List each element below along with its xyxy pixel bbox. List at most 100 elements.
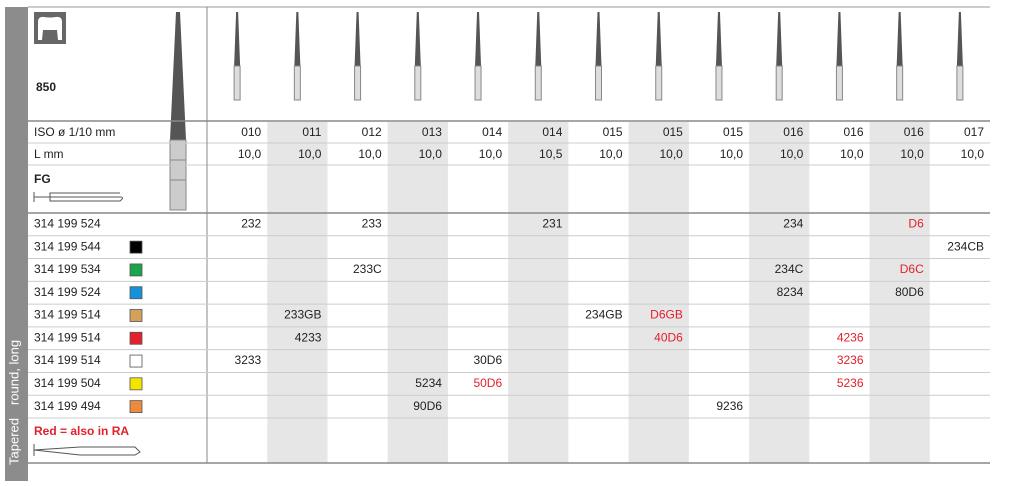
length-value: 10,0 bbox=[840, 147, 864, 161]
length-value: 10,5 bbox=[539, 147, 563, 161]
shaded-column bbox=[869, 122, 930, 463]
cell-value: 234 bbox=[783, 217, 803, 231]
column-bur-shank bbox=[775, 65, 783, 101]
cell-value: D6C bbox=[900, 262, 924, 276]
cell-value: 4233 bbox=[295, 330, 322, 344]
cell-value: 232 bbox=[241, 217, 261, 231]
column-bur-shank bbox=[293, 65, 301, 101]
product-number: 850 bbox=[36, 80, 56, 94]
column-bur-shank bbox=[233, 65, 241, 101]
order-code: 314 199 524 bbox=[34, 217, 101, 231]
column-bur-shank bbox=[534, 65, 542, 101]
column-bur-shank bbox=[896, 65, 904, 101]
length-value: 10,0 bbox=[961, 147, 985, 161]
color-swatch bbox=[129, 240, 143, 254]
iso-value: 015 bbox=[723, 125, 743, 139]
column-bur bbox=[354, 12, 361, 66]
color-swatch bbox=[129, 400, 143, 414]
order-code: 314 199 534 bbox=[34, 262, 101, 276]
order-code: 314 199 514 bbox=[34, 308, 101, 322]
bur-image bbox=[169, 12, 187, 211]
side-label: Tapered round, long bbox=[6, 340, 21, 465]
column-bur bbox=[595, 12, 602, 66]
cell-value: 40D6 bbox=[654, 330, 683, 344]
side-label-1: Tapered bbox=[6, 418, 21, 465]
fg-label: FG bbox=[34, 172, 51, 186]
column-bur bbox=[776, 12, 783, 66]
shaded-column bbox=[387, 122, 448, 463]
iso-value: 016 bbox=[783, 125, 803, 139]
table-lines bbox=[28, 6, 990, 464]
iso-value: 012 bbox=[362, 125, 382, 139]
iso-value: 017 bbox=[964, 125, 984, 139]
ra-note: Red = also in RA bbox=[34, 424, 129, 438]
cell-value: 5234 bbox=[415, 376, 442, 390]
cell-value: 231 bbox=[542, 217, 562, 231]
iso-value: 016 bbox=[844, 125, 864, 139]
column-bur bbox=[234, 12, 241, 66]
length-value: 10,0 bbox=[780, 147, 804, 161]
shaded-column bbox=[267, 122, 328, 463]
cell-value: 233C bbox=[353, 262, 382, 276]
iso-value: 014 bbox=[482, 125, 502, 139]
cell-value: 8234 bbox=[777, 285, 804, 299]
iso-value: 016 bbox=[904, 125, 924, 139]
iso-value: 015 bbox=[603, 125, 623, 139]
color-swatch bbox=[129, 309, 143, 322]
order-code: 314 199 514 bbox=[34, 353, 101, 367]
length-value: 10,0 bbox=[238, 147, 262, 161]
cell-value: 234GB bbox=[585, 308, 622, 322]
column-bur-shank bbox=[474, 65, 482, 101]
column-bur-shank bbox=[354, 65, 362, 101]
column-bur-shank bbox=[835, 65, 843, 101]
iso-label: ISO ø 1/10 mm bbox=[34, 125, 115, 139]
table-cells: 010 10,0 011 10,0 012 10,0 013 10,0 014 10,0 014 10… bbox=[34, 125, 985, 414]
color-swatch bbox=[129, 354, 143, 368]
iso-value: 013 bbox=[422, 125, 442, 139]
cell-value: 4236 bbox=[837, 330, 864, 344]
order-code: 314 199 544 bbox=[34, 239, 101, 253]
order-code: 314 199 514 bbox=[34, 330, 101, 344]
column-bur-shank bbox=[655, 65, 663, 101]
color-swatch bbox=[129, 331, 143, 345]
column-shading bbox=[267, 122, 930, 463]
ra-shank-icon bbox=[33, 444, 141, 456]
column-bur bbox=[414, 12, 421, 66]
cell-value: 80D6 bbox=[895, 285, 924, 299]
column-bur bbox=[956, 12, 963, 66]
length-value: 10,0 bbox=[298, 147, 322, 161]
iso-value: 011 bbox=[302, 125, 321, 139]
cell-value: 50D6 bbox=[473, 376, 502, 390]
column-bur bbox=[655, 12, 662, 66]
cell-value: 5236 bbox=[837, 376, 864, 390]
cell-value: D6 bbox=[908, 217, 924, 231]
length-value: 10,0 bbox=[358, 147, 382, 161]
order-code: 314 199 524 bbox=[34, 285, 101, 299]
cell-value: 9236 bbox=[716, 399, 743, 413]
order-code: 314 199 494 bbox=[34, 399, 101, 413]
cell-value: 233 bbox=[362, 217, 382, 231]
column-bur bbox=[715, 12, 722, 66]
fg-shank-icon bbox=[33, 192, 123, 202]
cell-value: 234C bbox=[775, 262, 804, 276]
column-bur bbox=[836, 12, 843, 66]
color-swatch bbox=[129, 377, 143, 391]
color-swatch bbox=[129, 286, 143, 300]
side-bar bbox=[5, 7, 28, 481]
shaded-column bbox=[628, 122, 689, 463]
length-value: 10,0 bbox=[419, 147, 443, 161]
iso-value: 015 bbox=[663, 125, 683, 139]
side-label-2: round, long bbox=[6, 340, 21, 405]
column-bur-shank bbox=[956, 65, 964, 101]
column-bur bbox=[896, 12, 903, 66]
column-bur-shank bbox=[715, 65, 723, 101]
column-bur-shank bbox=[414, 65, 422, 101]
iso-value: 014 bbox=[542, 125, 562, 139]
column-bur bbox=[535, 12, 542, 66]
length-value: 10,0 bbox=[599, 147, 623, 161]
length-value: 10,0 bbox=[659, 147, 683, 161]
column-bur-shank bbox=[595, 65, 602, 101]
order-code: 314 199 504 bbox=[34, 376, 101, 390]
column-bur bbox=[475, 12, 482, 66]
tooth-icon bbox=[34, 12, 66, 44]
